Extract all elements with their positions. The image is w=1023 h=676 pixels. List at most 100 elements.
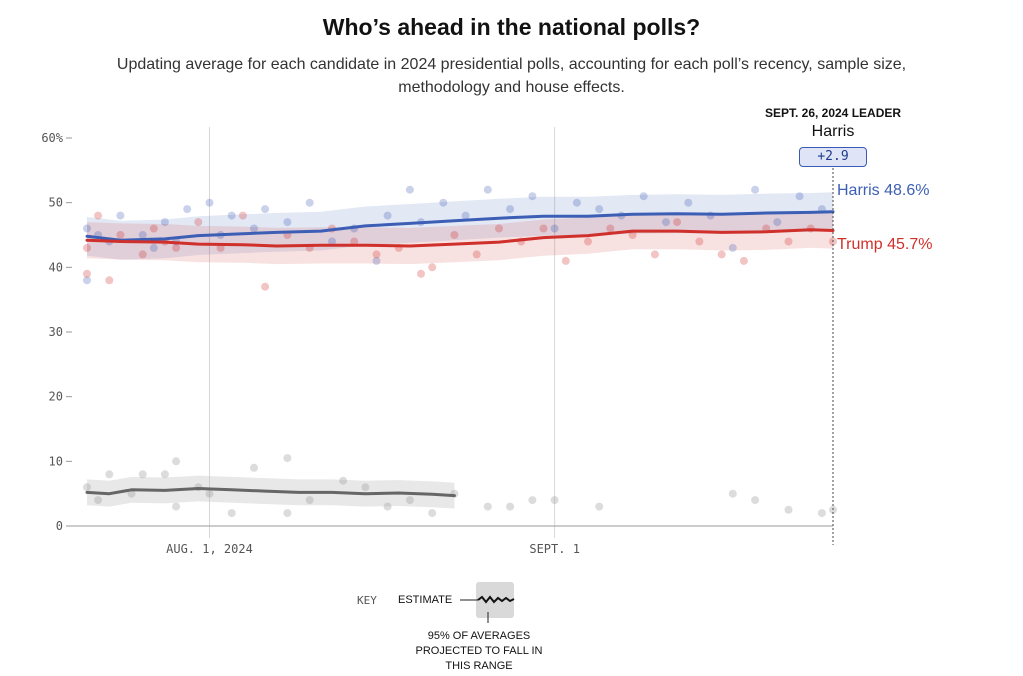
other-poll-dot: [138, 470, 147, 479]
leader-name: Harris: [811, 123, 855, 140]
harris-poll-dot: [550, 224, 559, 233]
trump-poll-dot: [561, 256, 570, 265]
trump-poll-dot: [350, 237, 359, 246]
harris-poll-dot: [261, 205, 270, 214]
average-lines: [85, 210, 835, 498]
harris-poll-dot: [83, 224, 91, 233]
y-tick-label: 20: [49, 390, 63, 404]
harris-poll-dot: [383, 211, 392, 220]
trump-poll-dot: [695, 237, 704, 246]
chart-title: Who’s ahead in the national polls?: [322, 14, 701, 40]
other-poll-dot: [160, 470, 169, 479]
harris-poll-dot: [728, 243, 737, 252]
harris-poll-dot: [595, 205, 604, 214]
leader-margin-badge: +2.9: [799, 147, 867, 167]
trump-poll-dot: [261, 282, 270, 291]
trump-poll-dot: [94, 211, 103, 220]
trump-poll-dot: [495, 224, 503, 233]
trump-poll-dot: [717, 250, 726, 259]
other-poll-dot: [305, 496, 314, 505]
trump-average-line: [85, 228, 835, 248]
trump-poll-dot: [105, 276, 114, 285]
trump-poll-dot: [428, 263, 437, 272]
trump-poll-dot: [149, 224, 158, 233]
harris-poll-dot: [372, 256, 381, 265]
x-tick-label: AUG. 1, 2024: [166, 542, 253, 556]
chart-grid: [208, 127, 556, 538]
other-poll-dot: [784, 505, 793, 514]
other-poll-dot: [817, 509, 826, 518]
poll-dots: [83, 185, 837, 518]
y-tick-label: 30: [49, 325, 63, 339]
harris-poll-dot: [528, 192, 537, 201]
trump-poll-dot: [628, 231, 637, 239]
other-poll-dot: [528, 496, 537, 505]
harris-poll-dot: [183, 205, 192, 214]
trump-poll-dot: [83, 269, 91, 278]
other-poll-dot: [428, 509, 437, 518]
key-range-note: 95% OF AVERAGES PROJECTED TO FALL IN THI…: [415, 630, 543, 672]
confidence-bands: [87, 192, 833, 509]
harris-poll-dot: [328, 237, 336, 246]
other-poll-dot: [361, 483, 370, 492]
harris-poll-dot: [461, 211, 470, 220]
key-estimate-label: ESTIMATE: [398, 594, 453, 606]
other-poll-dot: [172, 502, 181, 511]
harris-poll-dot: [116, 211, 125, 220]
key-estimate-line: [477, 595, 515, 604]
trump-poll-dot: [194, 218, 203, 227]
harris-poll-dot: [305, 198, 314, 207]
other-poll-dot: [339, 476, 348, 485]
harris-confidence-band: [87, 192, 833, 260]
other-average-line: [85, 487, 456, 498]
trump-poll-dot: [172, 243, 181, 252]
chart-subtitle: Updating average for each candidate in 2…: [116, 56, 907, 96]
leader-heading: SEPT. 26, 2024 LEADER: [764, 106, 902, 120]
y-tick-label: 50: [49, 196, 63, 210]
key-label: KEY: [357, 594, 377, 607]
trump-poll-dot: [138, 250, 147, 259]
harris-poll-dot: [205, 198, 214, 207]
harris-poll-dot: [405, 185, 414, 194]
trump-poll-dot: [238, 211, 247, 220]
harris-poll-dot: [662, 218, 670, 227]
other-poll-dot: [127, 489, 136, 498]
harris-poll-dot: [138, 231, 147, 239]
trump-poll-dot: [450, 231, 459, 239]
trump-poll-dot: [472, 250, 481, 259]
other-poll-dot: [283, 454, 292, 463]
other-poll-dot: [595, 502, 604, 511]
other-poll-dot: [550, 496, 559, 505]
harris-poll-dot: [250, 224, 258, 233]
trump-poll-dot: [673, 218, 682, 227]
harris-poll-dot: [506, 205, 515, 214]
harris-poll-dot: [572, 198, 581, 207]
trump-confidence-band: [87, 211, 833, 265]
y-tick-label: 60%: [41, 131, 63, 145]
other-poll-dot: [751, 496, 760, 505]
trump-poll-dot: [417, 269, 425, 278]
trump-poll-dot: [116, 231, 125, 239]
trump-poll-dot: [739, 256, 748, 265]
other-poll-dot: [250, 463, 258, 472]
other-poll-dot: [483, 502, 492, 511]
other-poll-dot: [405, 496, 414, 505]
chart-axes: AUG. 1, 2024 SEPT. 1 60% 50 40 30 20 10 0: [41, 131, 834, 556]
harris-poll-dot: [639, 192, 648, 201]
other-poll-dot: [205, 489, 214, 498]
harris-poll-dot: [149, 243, 158, 252]
trump-poll-dot: [650, 250, 659, 259]
other-poll-dot: [506, 502, 515, 511]
trump-poll-dot: [784, 237, 793, 246]
other-poll-dot: [383, 502, 392, 511]
other-poll-dot: [83, 483, 91, 492]
other-poll-dot: [227, 509, 236, 518]
harris-end-label: Harris 48.6%: [837, 182, 930, 199]
trump-poll-dot: [83, 243, 91, 252]
trump-end-label: Trump 45.7%: [837, 236, 933, 253]
harris-average-line: [85, 210, 835, 242]
other-poll-dot: [728, 489, 737, 498]
harris-poll-dot: [773, 218, 782, 227]
trump-poll-dot: [372, 250, 381, 259]
